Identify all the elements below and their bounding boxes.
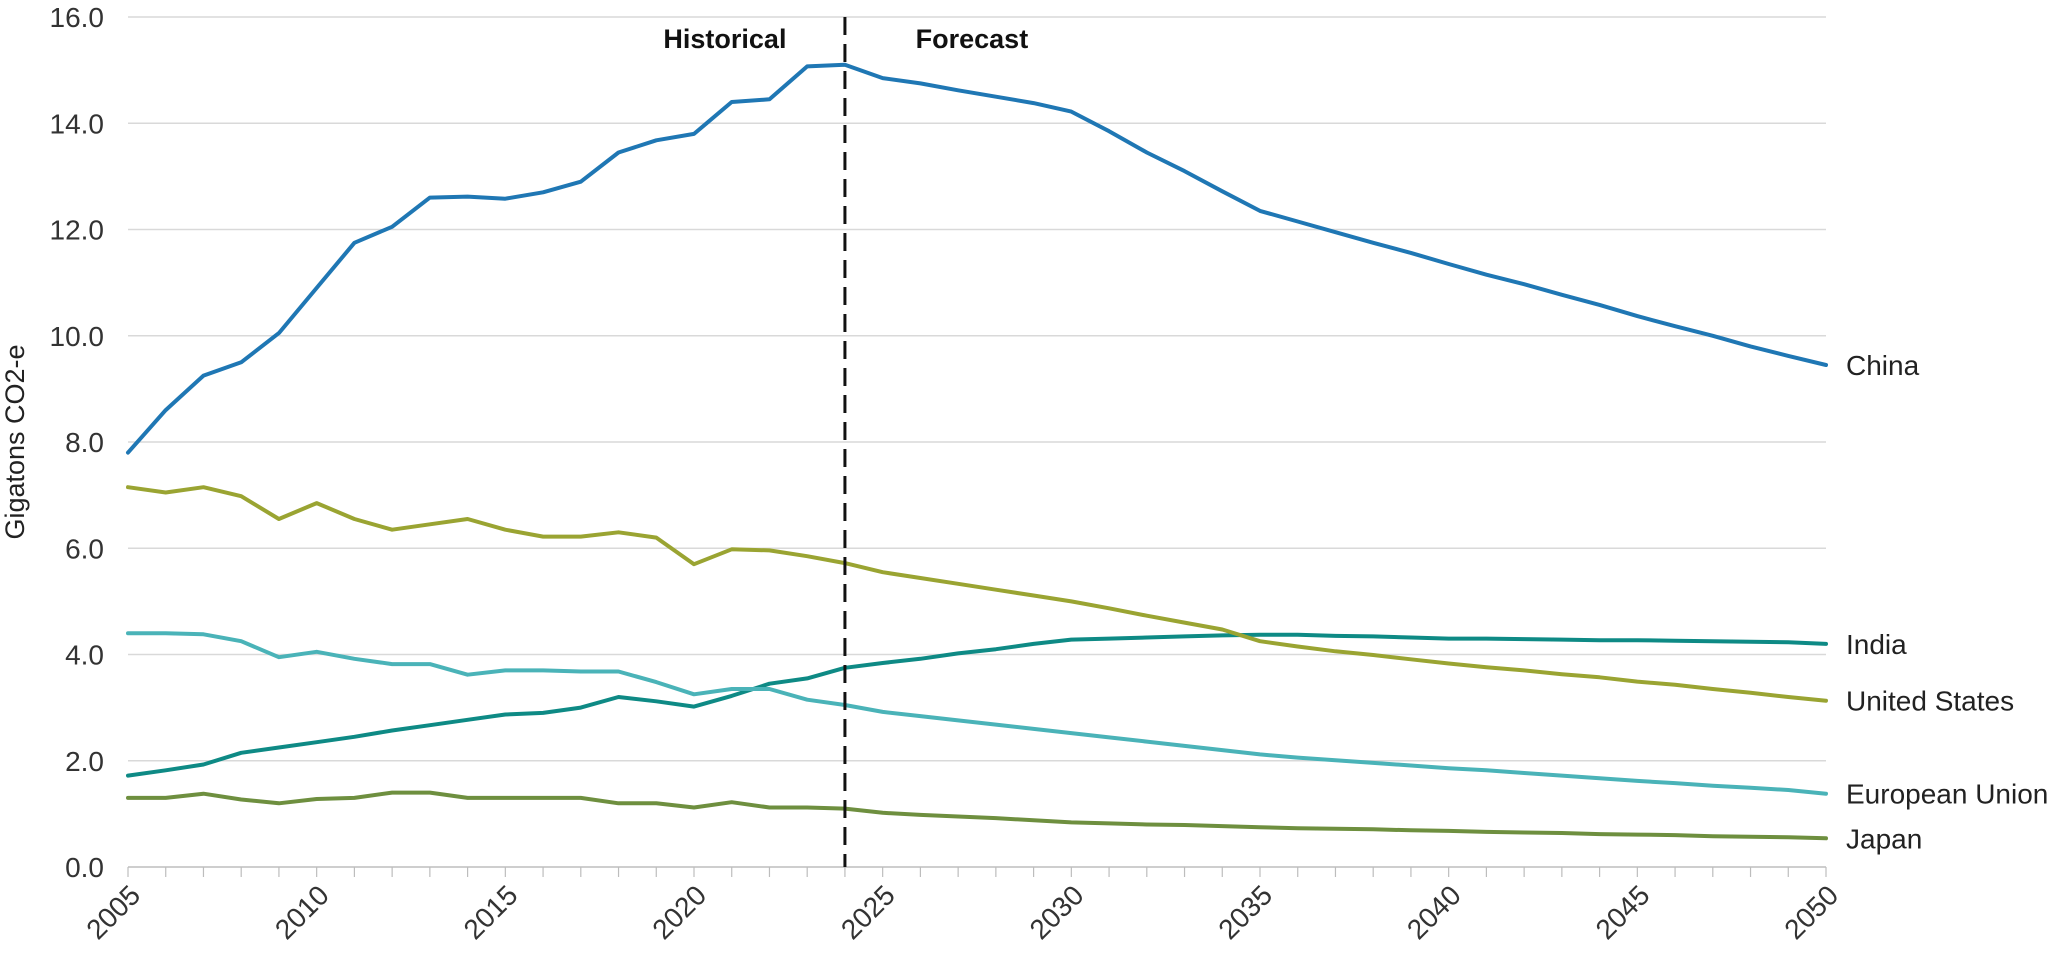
x-tick-label: 2050	[1778, 879, 1844, 945]
x-tick-label: 2025	[835, 879, 901, 945]
y-tick-label: 4.0	[65, 640, 104, 671]
x-tick-label: 2005	[80, 879, 146, 945]
y-tick-label: 0.0	[65, 852, 104, 883]
y-tick-label: 12.0	[50, 215, 105, 246]
x-tick-label: 2010	[269, 879, 335, 945]
y-tick-label: 2.0	[65, 746, 104, 777]
series-layer: China India United States European Union Jap…	[126, 62, 2048, 854]
forecast-annotation: Forecast	[916, 24, 1029, 54]
y-tick-label: 16.0	[50, 2, 105, 33]
x-tick-label: 2020	[646, 879, 712, 945]
historical-annotation: Historical	[663, 24, 786, 54]
y-axis-title: Gigatons CO2-e	[0, 344, 30, 539]
series-label-united-states: United States	[1846, 686, 2014, 717]
series-label-china: China	[1846, 350, 1920, 381]
series-label-india: India	[1846, 629, 1907, 660]
x-tick-label: 2015	[458, 879, 524, 945]
x-tick-label: 2045	[1590, 879, 1656, 945]
series-line-united-states	[126, 485, 1828, 703]
y-tick-label: 8.0	[65, 427, 104, 458]
x-tick-label: 2030	[1024, 879, 1090, 945]
y-tick-label: 6.0	[65, 533, 104, 564]
series-label-european-union: European Union	[1846, 779, 2048, 810]
x-tick-label: 2035	[1212, 879, 1278, 945]
grid-layer	[128, 16, 1826, 868]
series-line-european-union	[126, 631, 1828, 796]
y-tick-label: 14.0	[50, 108, 105, 139]
series-line-india	[126, 632, 1828, 778]
series-label-japan: Japan	[1846, 823, 1922, 854]
series-line-japan	[126, 790, 1828, 841]
series-line-china	[126, 62, 1828, 455]
x-tick-label: 2040	[1401, 879, 1467, 945]
y-tick-label: 10.0	[50, 321, 105, 352]
annotation-layer: Historical Forecast	[663, 17, 1028, 867]
